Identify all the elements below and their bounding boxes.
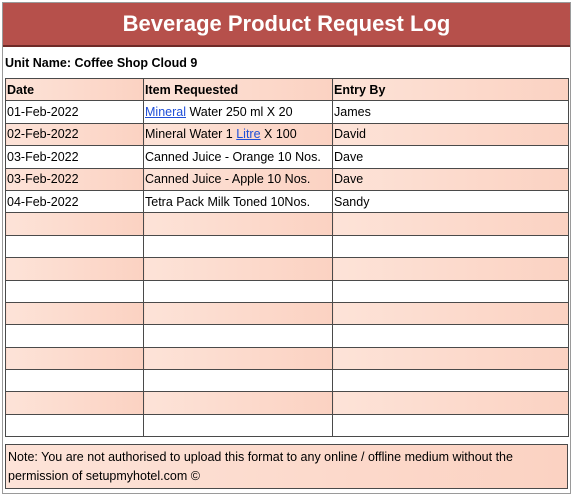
table-row: 03-Feb-2022 Canned Juice - Orange 10 Nos…	[5, 145, 569, 169]
empty-cell[interactable]	[5, 279, 144, 303]
item-cell: Tetra Pack Milk Toned 10Nos.	[143, 189, 333, 214]
item-text: Mineral Water 1	[145, 127, 237, 142]
empty-cell[interactable]	[5, 257, 144, 281]
date-cell: 03-Feb-2022	[5, 145, 144, 169]
empty-row	[5, 369, 569, 393]
request-log-table: Date Item Requested Entry By 01-Feb-2022…	[5, 77, 569, 438]
copyright-note: Note: You are not authorised to upload t…	[5, 444, 568, 489]
unit-name-label: Unit Name: Coffee Shop Cloud 9	[5, 56, 198, 70]
empty-cell[interactable]	[332, 391, 569, 415]
empty-cell[interactable]	[332, 257, 569, 281]
empty-cell[interactable]	[143, 279, 333, 303]
table-row: 03-Feb-2022 Canned Juice - Apple 10 Nos.…	[5, 167, 569, 191]
empty-cell[interactable]	[143, 301, 333, 326]
item-text: Water 250 ml X 20	[186, 105, 293, 120]
item-text: X 100	[260, 127, 297, 142]
empty-cell[interactable]	[5, 212, 144, 236]
empty-cell[interactable]	[332, 279, 569, 303]
empty-row	[5, 301, 569, 326]
empty-cell[interactable]	[5, 234, 144, 259]
item-cell: Mineral Water 250 ml X 20	[143, 100, 333, 124]
item-cell: Canned Juice - Apple 10 Nos.	[143, 167, 333, 191]
table-header-row: Date Item Requested Entry By	[5, 77, 569, 102]
empty-row	[5, 346, 569, 371]
empty-row	[5, 234, 569, 259]
empty-cell[interactable]	[143, 391, 333, 415]
table-row: 04-Feb-2022 Tetra Pack Milk Toned 10Nos.…	[5, 189, 569, 214]
item-link[interactable]: Litre	[236, 127, 261, 142]
column-header-date: Date	[5, 77, 144, 102]
empty-row	[5, 279, 569, 303]
empty-cell[interactable]	[5, 324, 144, 348]
empty-cell[interactable]	[5, 301, 144, 326]
empty-cell[interactable]	[143, 234, 333, 259]
entry-by-cell: Dave	[332, 167, 569, 191]
empty-row	[5, 413, 569, 438]
empty-cell[interactable]	[332, 234, 569, 259]
date-cell: 04-Feb-2022	[5, 189, 144, 214]
empty-cell[interactable]	[332, 212, 569, 236]
empty-cell[interactable]	[5, 346, 144, 371]
empty-cell[interactable]	[143, 257, 333, 281]
empty-cell[interactable]	[5, 369, 144, 393]
empty-cell[interactable]	[5, 413, 144, 438]
entry-by-cell: Sandy	[332, 189, 569, 214]
entry-by-cell: Dave	[332, 145, 569, 169]
page-title: Beverage Product Request Log	[3, 3, 570, 47]
empty-cell[interactable]	[5, 391, 144, 415]
table-row: 01-Feb-2022 Mineral Water 250 ml X 20 Ja…	[5, 100, 569, 124]
item-cell: Canned Juice - Orange 10 Nos.	[143, 145, 333, 169]
empty-cell[interactable]	[332, 301, 569, 326]
date-cell: 01-Feb-2022	[5, 100, 144, 124]
entry-by-cell: James	[332, 100, 569, 124]
empty-cell[interactable]	[332, 413, 569, 438]
date-cell: 03-Feb-2022	[5, 167, 144, 191]
table-row: 02-Feb-2022 Mineral Water 1 Litre X 100 …	[5, 122, 569, 147]
item-link[interactable]: Mineral	[145, 105, 186, 120]
empty-cell[interactable]	[143, 346, 333, 371]
date-cell: 02-Feb-2022	[5, 122, 144, 147]
column-header-item: Item Requested	[143, 77, 333, 102]
entry-by-cell: David	[332, 122, 569, 147]
empty-row	[5, 257, 569, 281]
empty-row	[5, 324, 569, 348]
empty-cell[interactable]	[332, 369, 569, 393]
column-header-entry-by: Entry By	[332, 77, 569, 102]
empty-cell[interactable]	[143, 324, 333, 348]
item-cell: Mineral Water 1 Litre X 100	[143, 122, 333, 147]
empty-cell[interactable]	[332, 346, 569, 371]
empty-cell[interactable]	[143, 413, 333, 438]
empty-cell[interactable]	[143, 212, 333, 236]
empty-row	[5, 391, 569, 415]
empty-row	[5, 212, 569, 236]
empty-cell[interactable]	[332, 324, 569, 348]
empty-cell[interactable]	[143, 369, 333, 393]
